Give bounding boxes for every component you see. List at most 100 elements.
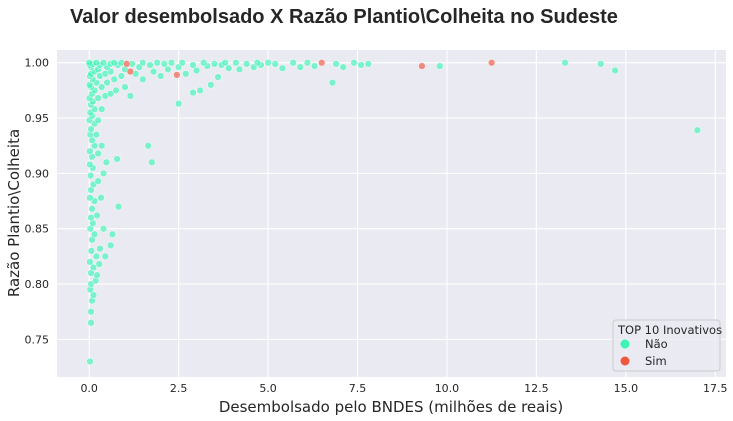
data-point-nao [99, 225, 108, 233]
data-point-nao [174, 100, 183, 108]
data-point-nao [95, 260, 103, 268]
y-tick-label: 0.85 [25, 223, 50, 236]
data-point-nao [94, 94, 102, 102]
data-point-sim [126, 67, 134, 76]
data-point-sim [318, 59, 326, 67]
data-point-nao [90, 230, 99, 238]
y-tick-label: 1.00 [25, 57, 50, 70]
y-tick-label: 0.95 [25, 112, 50, 125]
data-point-nao [86, 258, 94, 266]
y-tick-label: 0.80 [25, 278, 50, 291]
data-point-nao [89, 291, 98, 299]
data-point-nao [87, 247, 95, 255]
data-point-nao [86, 160, 94, 169]
data-point-nao [189, 61, 197, 69]
x-tick-label: 10.0 [435, 382, 460, 395]
data-point-nao [113, 155, 121, 163]
data-point-nao [98, 105, 106, 113]
x-tick-label: 7.5 [349, 382, 367, 395]
data-point-nao [139, 59, 147, 67]
data-point-nao [87, 308, 95, 316]
data-point-nao [157, 72, 165, 80]
data-point-nao [597, 60, 605, 68]
data-point-nao [121, 83, 129, 91]
data-point-nao [210, 60, 219, 68]
data-point-nao [289, 59, 297, 67]
x-tick-label: 15.0 [614, 382, 639, 395]
data-point-nao [271, 60, 279, 68]
data-point-nao [192, 66, 201, 75]
legend-title: TOP 10 Inovativos [617, 323, 722, 337]
data-point-sim [418, 62, 426, 70]
data-point-sim [173, 71, 181, 79]
data-point-nao [221, 59, 229, 67]
data-point-nao [108, 230, 117, 238]
data-point-nao [99, 59, 108, 67]
data-point-nao [350, 59, 358, 67]
data-point-nao [126, 92, 134, 100]
data-point-nao [357, 61, 365, 69]
x-axis-label: Desembolsado pelo BNDES (milhões de reai… [219, 398, 563, 416]
data-point-nao [94, 177, 102, 185]
data-point-nao [264, 59, 272, 67]
x-tick-label: 0.0 [80, 382, 98, 395]
data-point-nao [97, 194, 105, 202]
legend: TOP 10 Inovativos Não Sim [612, 319, 722, 372]
data-point-nao [153, 59, 161, 67]
data-point-nao [182, 70, 190, 78]
data-point-nao [89, 263, 98, 272]
data-point-nao [364, 60, 372, 68]
grid-lines [57, 50, 726, 377]
data-point-nao [200, 59, 208, 67]
data-point-nao [242, 60, 251, 68]
data-point-nao [114, 202, 123, 211]
data-point-nao [196, 86, 204, 95]
x-tick-labels: 0.0 2.5 5.0 7.5 10.0 12.5 15.0 17.5 [80, 382, 727, 395]
data-point-nao [102, 158, 111, 166]
legend-label-nao: Não [645, 337, 668, 351]
data-point-nao [98, 83, 106, 91]
data-point-nao [253, 59, 261, 67]
data-point-nao [189, 88, 197, 97]
data-point-nao [94, 149, 102, 158]
data-point-nao [110, 59, 118, 67]
data-point-nao [86, 147, 94, 155]
data-point-nao [86, 194, 94, 202]
data-point-nao [85, 59, 93, 67]
data-point-nao [87, 213, 95, 222]
data-point-nao [310, 62, 319, 70]
data-point-nao [139, 75, 147, 83]
data-point-sim [123, 60, 131, 68]
data-point-nao [92, 59, 101, 67]
data-point-nao [110, 75, 118, 83]
y-axis-label: Razão Plantio\Colheita [5, 129, 23, 297]
data-point-sim [488, 59, 496, 67]
data-point-nao [146, 61, 154, 69]
data-point-nao [93, 271, 101, 279]
data-point-nao [87, 319, 95, 327]
x-tick-label: 2.5 [170, 382, 188, 395]
data-point-nao [164, 65, 172, 74]
data-point-nao [144, 142, 152, 150]
data-point-nao [328, 78, 337, 87]
data-point-nao [148, 158, 156, 166]
data-point-nao [93, 211, 101, 220]
y-tick-labels: 0.75 0.80 0.85 0.90 0.95 1.00 [25, 57, 50, 347]
data-point-nao [693, 126, 702, 134]
data-point-nao [107, 90, 115, 98]
data-point-nao [232, 59, 240, 67]
data-point-nao [178, 59, 186, 67]
data-point-nao [99, 169, 108, 178]
x-tick-label: 17.5 [703, 382, 728, 395]
chart-title: Valor desembolsado X Razão Plantio\Colhe… [70, 6, 618, 28]
x-tick-label: 12.5 [524, 382, 549, 395]
data-point-nao [96, 244, 104, 253]
data-point-nao [86, 171, 95, 180]
data-point-nao [160, 60, 168, 68]
data-point-nao [214, 73, 222, 81]
legend-marker-sim [620, 356, 630, 366]
data-point-nao [149, 67, 158, 76]
legend-marker-nao [620, 339, 630, 349]
y-tick-label: 0.90 [25, 167, 50, 180]
